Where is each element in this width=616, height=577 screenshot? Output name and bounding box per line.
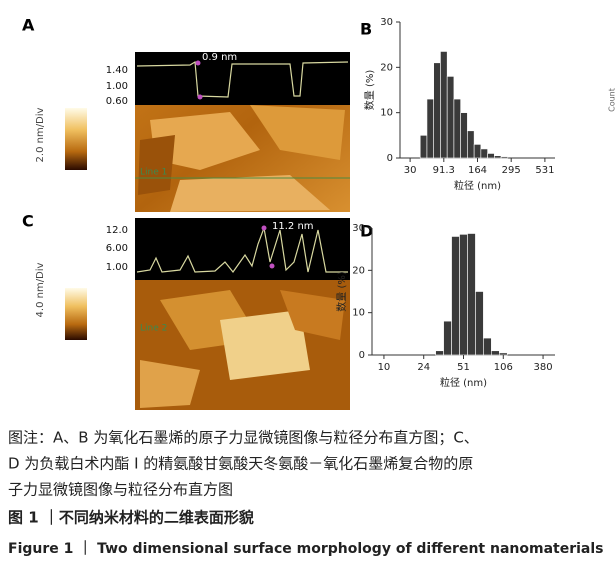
- y-tick-label: 20: [380, 62, 393, 73]
- y-tick-label: 10: [352, 308, 365, 319]
- bar: [427, 99, 434, 158]
- x-tick-label: 380: [534, 362, 553, 373]
- y-tick-label: 20: [352, 265, 365, 276]
- profile-tick: 1.00: [106, 81, 128, 92]
- bar: [452, 236, 460, 355]
- bar: [474, 144, 481, 158]
- y-tick-label: 0: [359, 350, 365, 361]
- x-tick-label: 10: [378, 362, 391, 373]
- marker: [262, 226, 267, 231]
- profile-panel: [135, 218, 350, 280]
- caption-note: 子力显微镜图像与粒径分布直方图: [8, 481, 233, 499]
- bar: [499, 353, 507, 355]
- x-tick-label: 106: [494, 362, 513, 373]
- profile-tick: 1.00: [106, 262, 128, 273]
- x-tick-label: 24: [417, 362, 430, 373]
- caption-title: 图 1 ｜不同纳米材料的二维表面形貌: [8, 509, 254, 527]
- panel-letter: B: [360, 20, 372, 39]
- profile-tick: 12.0: [106, 225, 128, 236]
- bar: [461, 113, 468, 158]
- scale-label: 4.0 nm/Div: [35, 262, 46, 317]
- y-axis-label: 数量 (%): [335, 271, 348, 312]
- color-scale: [65, 108, 87, 170]
- bar: [467, 234, 475, 355]
- x-tick-label: 531: [535, 165, 554, 176]
- bar: [481, 149, 488, 158]
- bar: [447, 76, 454, 158]
- caption-note: D 为负载白术内酯 Ⅰ 的精氨酸甘氨酸天冬氨酸－氧化石墨烯复合物的原: [8, 455, 473, 473]
- annotation: 0.9 nm: [202, 52, 237, 63]
- panel-letter: C: [22, 212, 34, 231]
- x-tick-label: 91.3: [433, 165, 455, 176]
- y-tick-label: 0: [387, 153, 393, 164]
- x-tick-label: 164: [468, 165, 487, 176]
- bar: [494, 156, 501, 158]
- bar: [501, 157, 508, 158]
- y-axis-label: 数量 (%): [363, 70, 376, 111]
- profile-tick: 1.40: [106, 65, 128, 76]
- scale-label: 2.0 nm/Div: [35, 107, 46, 162]
- bar: [460, 234, 468, 355]
- bar: [491, 351, 499, 355]
- y-tick-label: 10: [380, 108, 393, 119]
- x-axis-label: 粒径 (nm): [440, 376, 487, 389]
- y-tick-label: 30: [352, 223, 365, 234]
- bar: [436, 351, 444, 355]
- bar: [488, 153, 495, 158]
- y-tick-label: 30: [380, 17, 393, 28]
- profile-panel: [135, 52, 350, 105]
- bar: [444, 321, 452, 355]
- annotation: 11.2 nm: [272, 221, 314, 232]
- bar: [475, 292, 483, 356]
- panel-letter: A: [22, 16, 35, 35]
- flake: [138, 135, 175, 195]
- profile-tick: 0.60: [106, 96, 128, 107]
- x-tick-label: 295: [502, 165, 521, 176]
- edge-label: Count: [608, 88, 616, 112]
- x-axis-label: 粒径 (nm): [454, 179, 501, 192]
- bar: [420, 135, 427, 158]
- x-tick-label: 51: [457, 362, 470, 373]
- marker: [198, 95, 203, 100]
- bar: [434, 63, 441, 158]
- x-tick-label: 30: [404, 165, 417, 176]
- caption-title-en: Figure 1 ｜ Two dimensional surface morph…: [8, 540, 604, 557]
- marker: [270, 264, 275, 269]
- caption-note: 图注：A、B 为氧化石墨烯的原子力显微镜图像与粒径分布直方图；C、: [8, 429, 479, 447]
- bar: [440, 51, 447, 158]
- line-label: Line 1: [140, 168, 167, 178]
- bar: [483, 338, 491, 355]
- marker: [196, 61, 201, 66]
- color-scale: [65, 288, 87, 340]
- line-label: Line 2: [140, 324, 167, 334]
- bar: [467, 131, 474, 158]
- bar: [454, 99, 461, 158]
- profile-tick: 6.00: [106, 243, 128, 254]
